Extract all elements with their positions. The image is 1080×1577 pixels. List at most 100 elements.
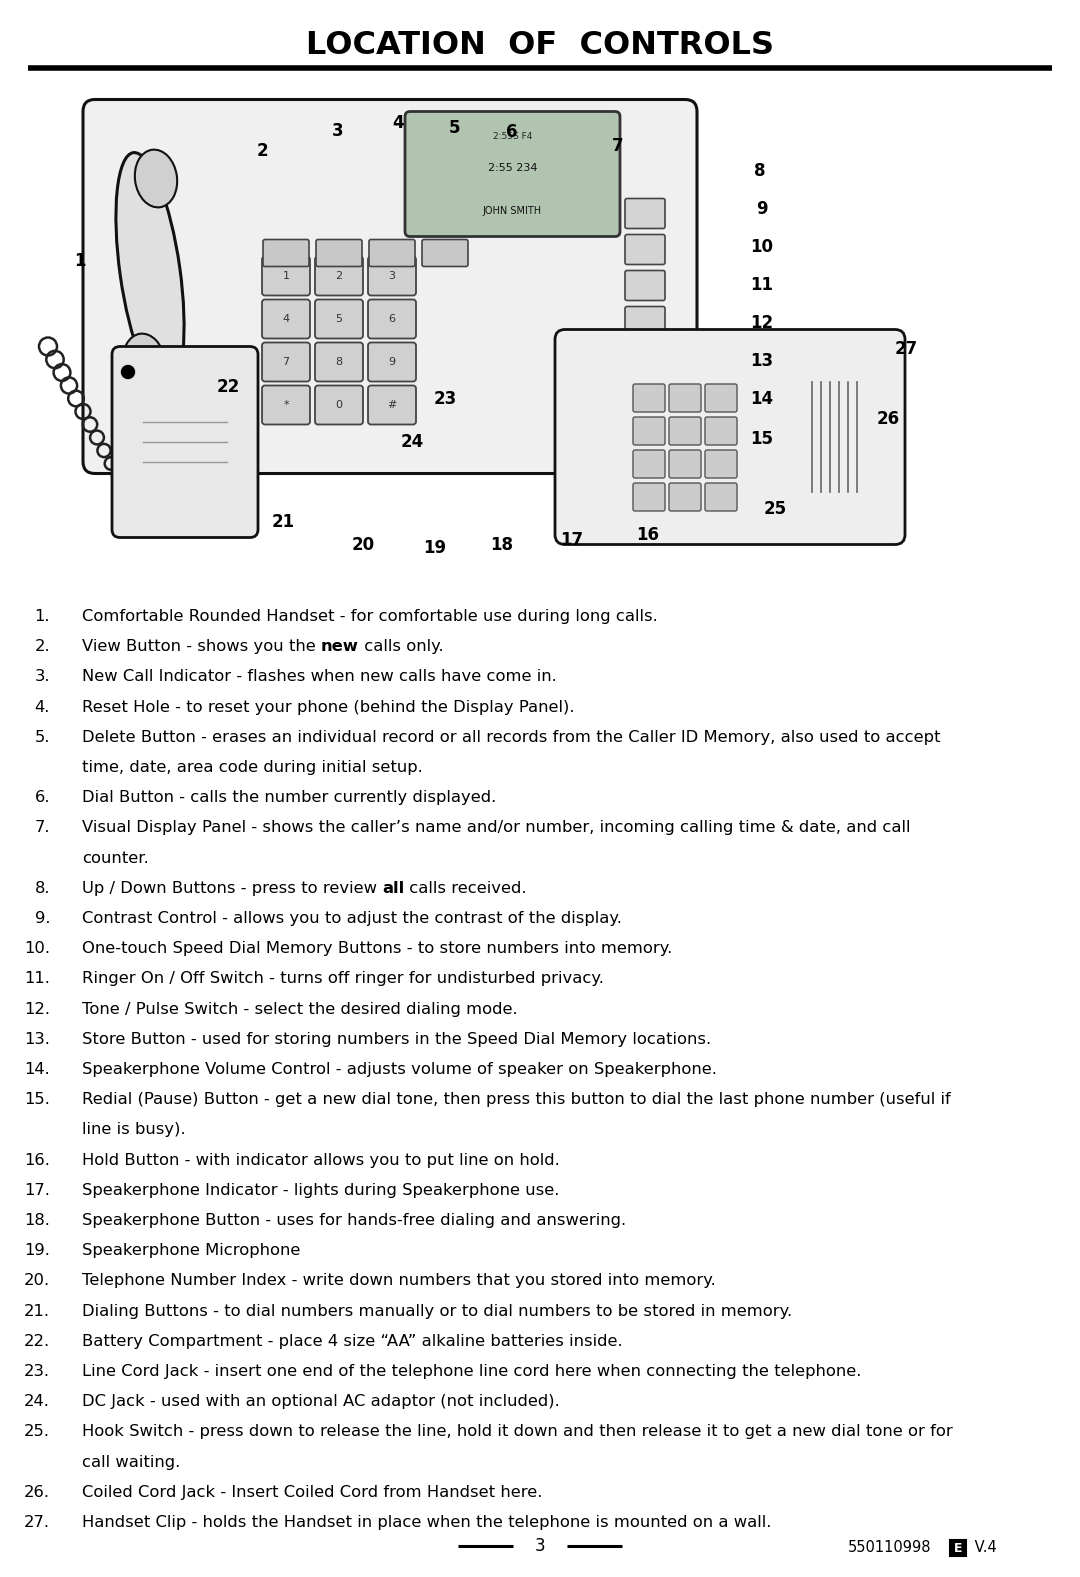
FancyBboxPatch shape: [112, 347, 258, 538]
Text: all: all: [382, 882, 405, 896]
FancyBboxPatch shape: [625, 378, 665, 408]
Text: 1.: 1.: [35, 609, 50, 624]
FancyBboxPatch shape: [368, 300, 416, 339]
Text: 26.: 26.: [24, 1486, 50, 1500]
Text: 7.: 7.: [35, 820, 50, 836]
Text: 25.: 25.: [24, 1424, 50, 1440]
FancyBboxPatch shape: [669, 385, 701, 412]
Text: 21.: 21.: [24, 1304, 50, 1318]
Text: 2:55 234: 2:55 234: [488, 162, 537, 173]
Text: 24.: 24.: [24, 1394, 50, 1410]
Text: Tone / Pulse Switch - select the desired dialing mode.: Tone / Pulse Switch - select the desired…: [82, 1001, 517, 1017]
Text: 6: 6: [507, 123, 517, 140]
FancyBboxPatch shape: [315, 300, 363, 339]
Text: call waiting.: call waiting.: [82, 1454, 180, 1470]
Text: LOCATION  OF  CONTROLS: LOCATION OF CONTROLS: [306, 30, 774, 60]
Text: 8: 8: [754, 162, 766, 180]
Text: Visual Display Panel - shows the caller’s name and/or number, incoming calling t: Visual Display Panel - shows the caller’…: [82, 820, 910, 836]
Text: 9.: 9.: [35, 912, 50, 926]
Text: 18: 18: [490, 536, 513, 554]
Text: 12: 12: [751, 314, 773, 331]
Text: V.4: V.4: [970, 1541, 997, 1555]
Text: 0: 0: [336, 401, 342, 410]
Text: 22: 22: [216, 378, 240, 396]
Text: 8: 8: [336, 356, 342, 367]
Text: New Call Indicator - flashes when new calls have come in.: New Call Indicator - flashes when new ca…: [82, 669, 557, 684]
Text: 1: 1: [75, 252, 85, 271]
Text: 24: 24: [401, 434, 423, 451]
FancyBboxPatch shape: [625, 306, 665, 336]
Circle shape: [121, 366, 135, 378]
Text: 19.: 19.: [24, 1243, 50, 1258]
Text: Hold Button - with indicator allows you to put line on hold.: Hold Button - with indicator allows you …: [82, 1153, 559, 1167]
Text: 18.: 18.: [24, 1213, 50, 1228]
Text: 3: 3: [333, 121, 343, 140]
Text: Handset Clip - holds the Handset in place when the telephone is mounted on a wal: Handset Clip - holds the Handset in plac…: [82, 1515, 771, 1530]
FancyBboxPatch shape: [705, 483, 737, 511]
Text: 23: 23: [433, 390, 457, 408]
Text: Store Button - used for storing numbers in the Speed Dial Memory locations.: Store Button - used for storing numbers …: [82, 1031, 711, 1047]
Text: 550110998: 550110998: [848, 1541, 931, 1555]
Text: 11.: 11.: [24, 971, 50, 986]
Text: View Button - shows you the: View Button - shows you the: [82, 639, 321, 654]
FancyBboxPatch shape: [83, 99, 697, 473]
FancyBboxPatch shape: [633, 449, 665, 478]
Text: 17.: 17.: [24, 1183, 50, 1199]
Ellipse shape: [135, 150, 177, 207]
Text: 6: 6: [389, 314, 395, 323]
Text: Speakerphone Indicator - lights during Speakerphone use.: Speakerphone Indicator - lights during S…: [82, 1183, 559, 1199]
Text: Redial (Pause) Button - get a new dial tone, then press this button to dial the : Redial (Pause) Button - get a new dial t…: [82, 1093, 950, 1107]
Text: 9: 9: [756, 200, 768, 218]
Text: 4: 4: [392, 114, 404, 132]
Text: calls received.: calls received.: [405, 882, 527, 896]
Text: 7: 7: [612, 137, 624, 155]
Text: new: new: [321, 639, 359, 654]
Text: 20: 20: [351, 536, 375, 554]
FancyBboxPatch shape: [405, 112, 620, 237]
FancyBboxPatch shape: [316, 240, 362, 267]
FancyBboxPatch shape: [705, 385, 737, 412]
Text: Speakerphone Button - uses for hands-free dialing and answering.: Speakerphone Button - uses for hands-fre…: [82, 1213, 626, 1228]
FancyBboxPatch shape: [262, 342, 310, 382]
Text: counter.: counter.: [82, 850, 149, 866]
Text: Dial Button - calls the number currently displayed.: Dial Button - calls the number currently…: [82, 790, 496, 806]
Text: line is busy).: line is busy).: [82, 1123, 186, 1137]
Text: 4: 4: [283, 314, 289, 323]
Text: 7: 7: [283, 356, 289, 367]
Text: 19: 19: [423, 539, 446, 557]
FancyBboxPatch shape: [669, 483, 701, 511]
Text: 23.: 23.: [24, 1364, 50, 1378]
Text: 13: 13: [751, 352, 773, 369]
Text: Up / Down Buttons - press to review: Up / Down Buttons - press to review: [82, 882, 382, 896]
Text: 25: 25: [764, 500, 786, 517]
FancyBboxPatch shape: [950, 1541, 966, 1556]
FancyBboxPatch shape: [555, 330, 905, 544]
Text: 8.: 8.: [35, 882, 50, 896]
Ellipse shape: [123, 334, 165, 391]
Text: Reset Hole - to reset your phone (behind the Display Panel).: Reset Hole - to reset your phone (behind…: [82, 700, 575, 714]
FancyBboxPatch shape: [625, 342, 665, 372]
FancyBboxPatch shape: [633, 385, 665, 412]
Text: DC Jack - used with an optional AC adaptor (not included).: DC Jack - used with an optional AC adapt…: [82, 1394, 559, 1410]
Text: 3: 3: [535, 1538, 545, 1555]
Text: Hook Switch - press down to release the line, hold it down and then release it t: Hook Switch - press down to release the …: [82, 1424, 953, 1440]
Text: 21: 21: [271, 513, 295, 531]
FancyBboxPatch shape: [422, 240, 468, 267]
Text: 5: 5: [449, 118, 461, 137]
Text: 20.: 20.: [24, 1273, 50, 1288]
FancyBboxPatch shape: [669, 449, 701, 478]
Text: 2.: 2.: [35, 639, 50, 654]
Text: 15.: 15.: [24, 1093, 50, 1107]
Text: 27.: 27.: [24, 1515, 50, 1530]
FancyBboxPatch shape: [705, 416, 737, 445]
Text: Contrast Control - allows you to adjust the contrast of the display.: Contrast Control - allows you to adjust …: [82, 912, 622, 926]
Text: #: #: [388, 401, 396, 410]
FancyBboxPatch shape: [368, 257, 416, 295]
FancyBboxPatch shape: [262, 385, 310, 424]
Text: Line Cord Jack - insert one end of the telephone line cord here when connecting : Line Cord Jack - insert one end of the t…: [82, 1364, 862, 1378]
Text: 5: 5: [336, 314, 342, 323]
Ellipse shape: [116, 153, 184, 391]
Text: Comfortable Rounded Handset - for comfortable use during long calls.: Comfortable Rounded Handset - for comfor…: [82, 609, 658, 624]
Text: 4.: 4.: [35, 700, 50, 714]
Text: E: E: [954, 1541, 962, 1555]
